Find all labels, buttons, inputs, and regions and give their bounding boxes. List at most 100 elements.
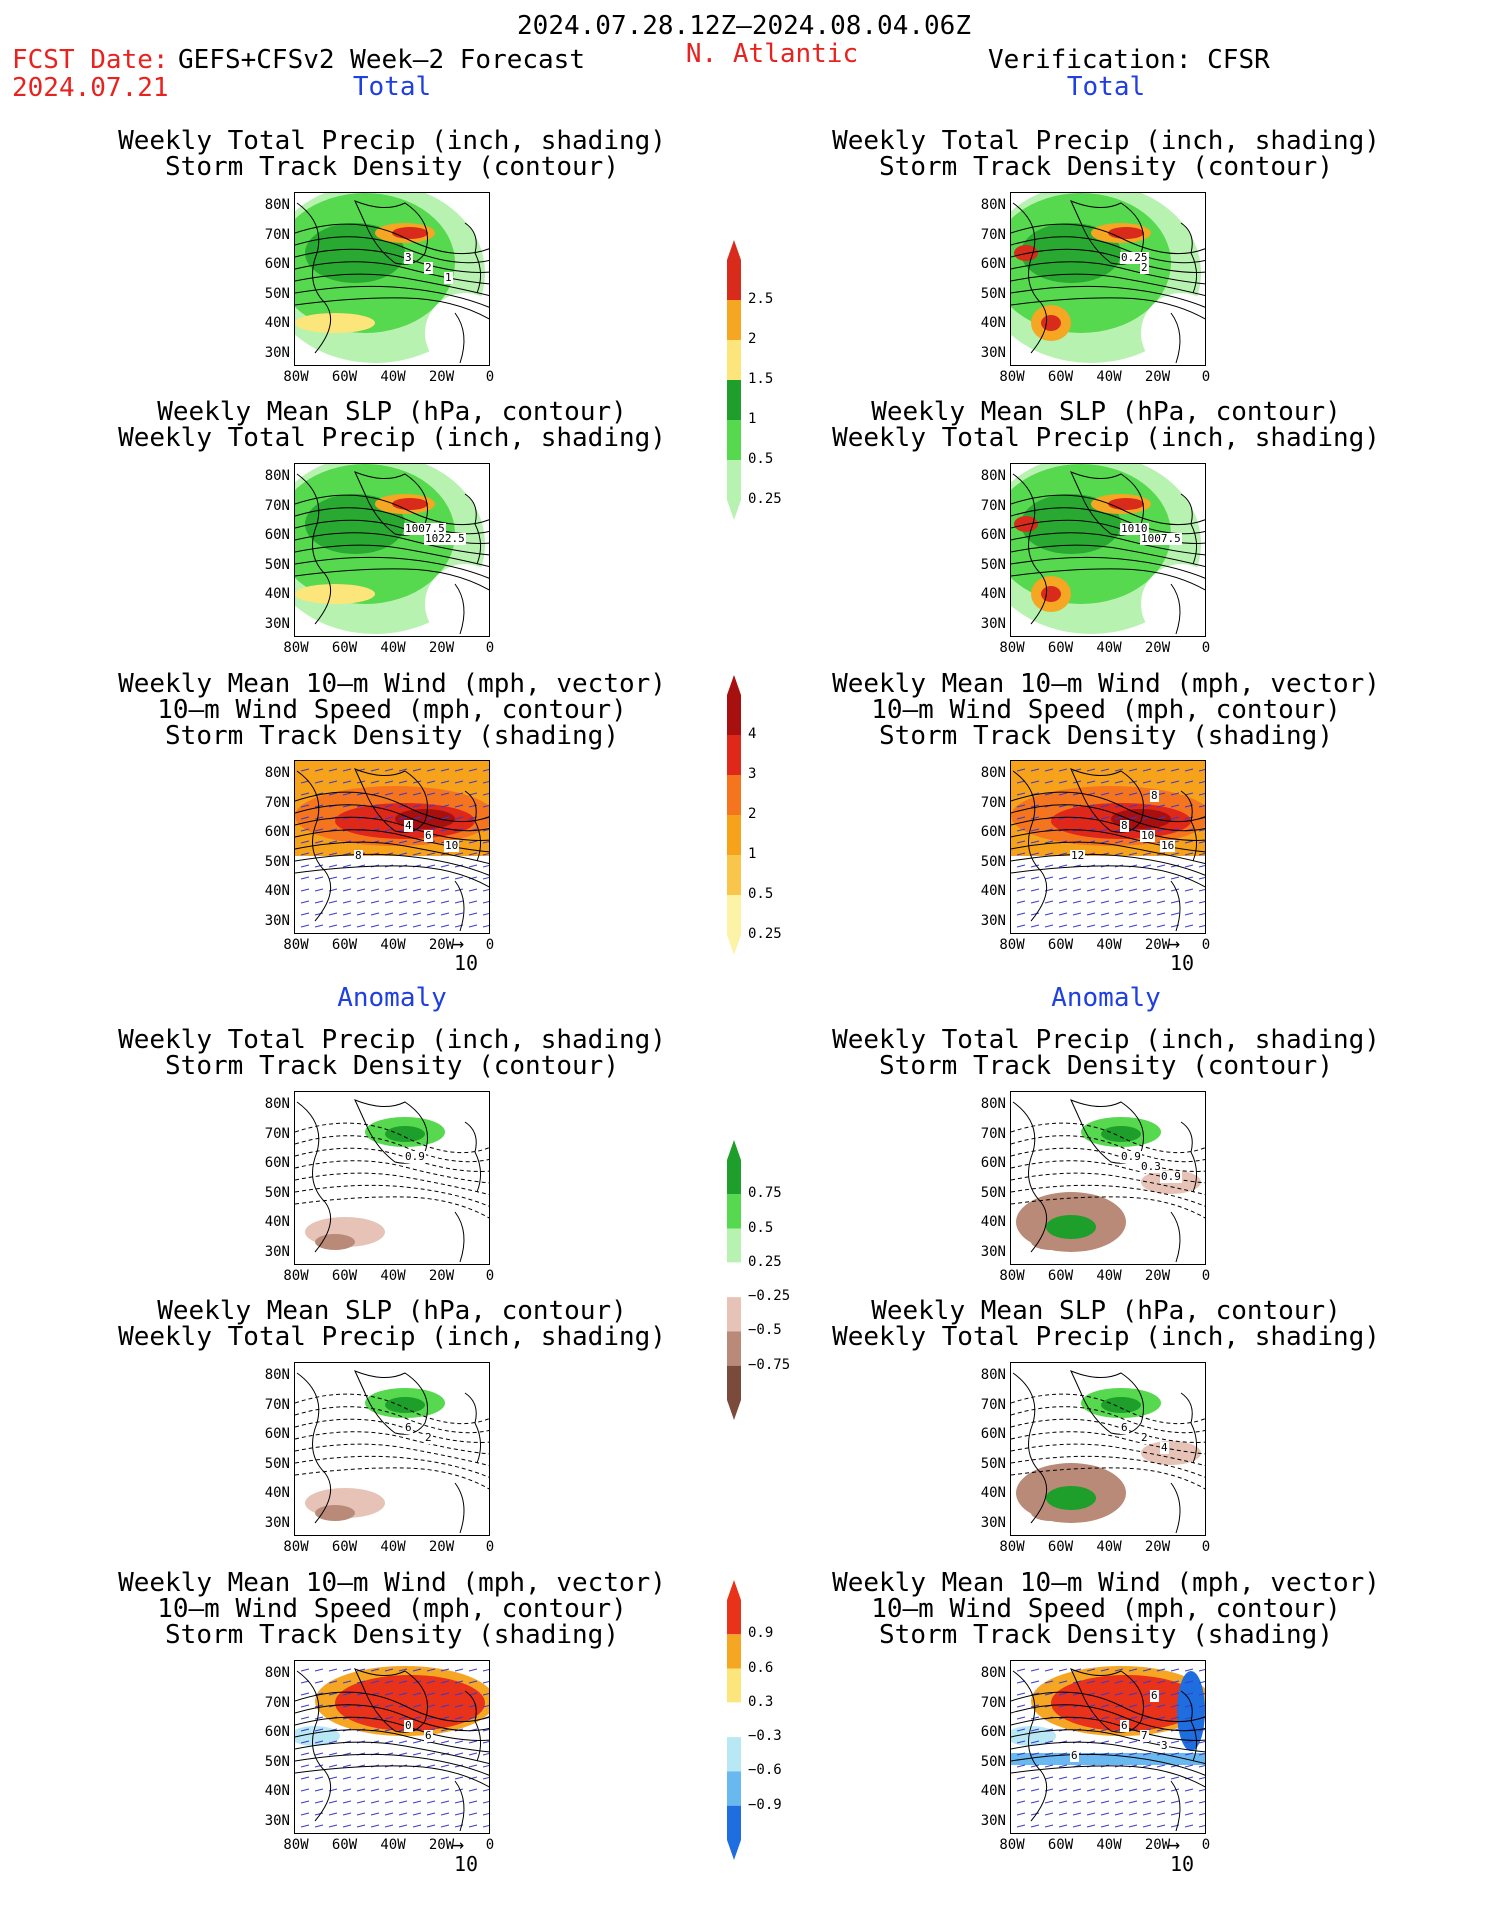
colorbar-2 [722, 675, 746, 955]
lat-label-5-left-1: 70N [264, 1396, 290, 1413]
panel-3-right-title-line-1: Weekly Mean 10–m Wind (mph, vector) [832, 669, 1380, 699]
contour-label-R4-0: 0.9 [1120, 1150, 1142, 1163]
map-panel-3-left [294, 760, 490, 934]
lat-label-1-right-0: 80N [980, 197, 1006, 213]
contour-label-L5-0: 6 [404, 1421, 413, 1434]
lon-label-4-left-3: 20W [428, 1268, 455, 1284]
lon-label-3-left-1: 60W [331, 937, 358, 953]
lat-label-3-left-1: 70N [264, 794, 290, 811]
verification-label: Verification: CFSR [988, 45, 1270, 75]
colorbar-3-label-5: −0.75 [748, 1356, 791, 1373]
lat-label-6-left-1: 70N [264, 1694, 290, 1711]
lon-label-1-right-1: 60W [1047, 369, 1074, 385]
lat-label-4-right-0: 80N [980, 1096, 1006, 1112]
lat-label-4-left-2: 60N [264, 1155, 290, 1171]
panel-1-right-title-line-2: Storm Track Density (contour) [879, 152, 1333, 182]
colorbar-3-label-3: −0.25 [748, 1288, 791, 1305]
lon-label-4-left-1: 60W [331, 1268, 358, 1284]
lon-label-6-right-2: 40W [1096, 1837, 1122, 1853]
colorbar-3-label-0: 0.75 [748, 1185, 782, 1202]
vector-scale-arrow-3-left: → [452, 931, 465, 955]
contour-label-R6-4: 6 [1150, 1689, 1159, 1702]
lat-label-2-right-2: 60N [980, 527, 1006, 543]
lon-label-3-left-3: 20W [428, 937, 455, 953]
lon-label-4-right-2: 40W [1096, 1268, 1122, 1284]
lon-label-6-right-0: 80W [999, 1837, 1025, 1853]
map-panel-2-right [1010, 463, 1206, 637]
contour-label-R6-1: 7 [1140, 1729, 1149, 1742]
section-total-right: Total [1066, 72, 1146, 102]
contour-label-R6-2: 3 [1160, 1739, 1169, 1752]
lat-label-6-left-4: 40N [264, 1783, 290, 1799]
panel-4-left-title-line-1: Weekly Total Precip (inch, shading) [118, 1025, 666, 1055]
vector-scale-3-left: 10 [454, 951, 479, 975]
lat-label-2-left-3: 50N [264, 556, 290, 573]
colorbar-1-label-1: 2 [748, 331, 757, 347]
lat-label-4-right-4: 40N [980, 1214, 1006, 1230]
lon-label-1-right-2: 40W [1096, 369, 1122, 385]
lon-label-2-left-2: 40W [380, 640, 406, 656]
lat-label-3-left-4: 40N [264, 883, 290, 899]
lat-label-5-right-5: 30N [980, 1514, 1006, 1531]
lat-label-2-right-5: 30N [980, 615, 1006, 632]
contour-label-R1-1: 2 [1140, 261, 1149, 274]
colorbar-4 [722, 1580, 746, 1860]
fcst-date: 2024.07.21 [12, 73, 169, 103]
lat-label-6-right-4: 40N [980, 1783, 1006, 1799]
lon-label-5-left-4: 0 [485, 1539, 495, 1555]
lat-label-5-left-5: 30N [264, 1514, 290, 1531]
lat-label-1-left-2: 60N [264, 256, 290, 272]
lon-label-5-left-3: 20W [428, 1539, 455, 1555]
lon-label-4-left-4: 0 [485, 1268, 495, 1284]
lon-label-3-right-4: 0 [1201, 937, 1211, 953]
colorbar-2-label-2: 2 [748, 806, 757, 822]
contour-label-R3-3: 12 [1070, 849, 1086, 862]
lat-label-1-left-1: 70N [264, 226, 290, 243]
contour-label-R5-0: 6 [1120, 1421, 1129, 1434]
panel-3-right-title-line-2: 10–m Wind Speed (mph, contour) [871, 695, 1341, 725]
lon-label-2-right-1: 60W [1047, 640, 1074, 656]
lon-label-6-left-0: 80W [283, 1837, 309, 1853]
panel-2-left-title-line-1: Weekly Mean SLP (hPa, contour) [157, 397, 627, 427]
panel-2-left-title-line-2: Weekly Total Precip (inch, shading) [118, 423, 666, 453]
panel-4-left-title-line-2: Storm Track Density (contour) [165, 1051, 619, 1081]
panel-3-left-title-line-1: Weekly Mean 10–m Wind (mph, vector) [118, 669, 666, 699]
lat-label-5-left-4: 40N [264, 1485, 290, 1501]
lon-label-4-right-4: 0 [1201, 1268, 1211, 1284]
panel-1-right-title-line-1: Weekly Total Precip (inch, shading) [832, 126, 1380, 156]
forecast-name: GEFS+CFSv2 Week–2 Forecast [178, 45, 585, 75]
section-anomaly-left: Anomaly [337, 983, 447, 1013]
lat-label-6-right-2: 60N [980, 1724, 1006, 1740]
contour-label-R6-0: 6 [1120, 1719, 1129, 1732]
lat-label-3-left-2: 60N [264, 824, 290, 840]
lon-label-2-right-4: 0 [1201, 640, 1211, 656]
lat-label-1-left-0: 80N [264, 197, 290, 213]
lat-label-5-right-3: 50N [980, 1455, 1006, 1472]
lat-label-2-right-4: 40N [980, 586, 1006, 602]
lon-label-4-right-1: 60W [1047, 1268, 1074, 1284]
lat-label-1-right-1: 70N [980, 226, 1006, 243]
lat-label-5-left-2: 60N [264, 1426, 290, 1442]
lon-label-5-left-0: 80W [283, 1539, 309, 1555]
lat-label-5-left-3: 50N [264, 1455, 290, 1472]
lat-label-4-left-0: 80N [264, 1096, 290, 1112]
colorbar-3 [722, 1140, 746, 1420]
lon-label-6-left-1: 60W [331, 1837, 358, 1853]
lon-label-1-right-3: 20W [1144, 369, 1171, 385]
map-panel-5-right [1010, 1362, 1206, 1536]
lat-label-2-left-1: 70N [264, 497, 290, 514]
lon-label-2-left-0: 80W [283, 640, 309, 656]
lon-label-2-left-4: 0 [485, 640, 495, 656]
colorbar-1-label-5: 0.25 [748, 491, 782, 507]
lat-label-3-left-5: 30N [264, 912, 290, 929]
contour-label-L6-1: 6 [424, 1729, 433, 1742]
colorbar-1-label-0: 2.5 [748, 291, 774, 307]
contour-label-R3-2: 16 [1160, 839, 1176, 852]
vector-scale-arrow-6-right: → [1168, 1832, 1181, 1856]
lon-label-6-right-1: 60W [1047, 1837, 1074, 1853]
lon-label-1-right-0: 80W [999, 369, 1025, 385]
forecast-period-title: 2024.07.28.12Z–2024.08.04.06Z [517, 11, 971, 41]
lat-label-6-right-5: 30N [980, 1812, 1006, 1829]
lon-label-3-right-2: 40W [1096, 937, 1122, 953]
lon-label-5-right-4: 0 [1201, 1539, 1211, 1555]
